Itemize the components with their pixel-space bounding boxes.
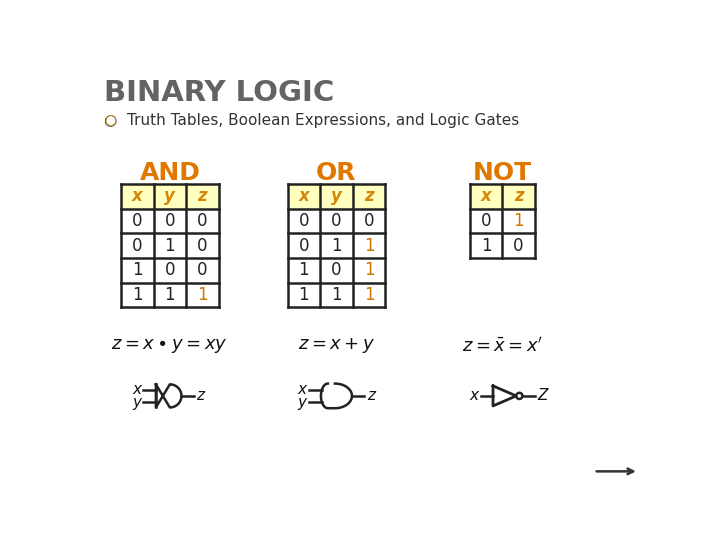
Text: $z = \bar{x} = x'$: $z = \bar{x} = x'$: [462, 336, 543, 355]
Text: 1: 1: [299, 261, 309, 279]
Text: ○  Truth Tables, Boolean Expressions, and Logic Gates: ○ Truth Tables, Boolean Expressions, and…: [104, 112, 519, 127]
Bar: [121, 184, 219, 209]
Text: 0: 0: [364, 212, 374, 230]
Text: 1: 1: [132, 286, 143, 304]
Text: OR: OR: [316, 160, 356, 185]
Circle shape: [516, 393, 523, 399]
Text: 0: 0: [331, 212, 342, 230]
Text: 1: 1: [299, 286, 309, 304]
Text: 1: 1: [197, 286, 207, 304]
Text: 1: 1: [164, 237, 175, 255]
Text: 0: 0: [197, 212, 207, 230]
Text: x: x: [299, 187, 310, 206]
Text: y: y: [297, 395, 306, 409]
Text: BINARY LOGIC: BINARY LOGIC: [104, 79, 334, 107]
Text: x: x: [132, 382, 141, 397]
Bar: [287, 184, 385, 209]
Text: z: z: [366, 388, 374, 403]
Text: z: z: [514, 187, 523, 206]
Text: 1: 1: [364, 261, 374, 279]
Bar: [469, 184, 535, 209]
Text: 1: 1: [513, 212, 524, 230]
Text: $z = x + y$: $z = x + y$: [298, 336, 375, 355]
Text: z: z: [196, 388, 204, 403]
Text: 0: 0: [513, 237, 524, 255]
Text: 0: 0: [132, 212, 143, 230]
Text: z: z: [197, 187, 207, 206]
Text: 0: 0: [165, 212, 175, 230]
Text: z: z: [364, 187, 374, 206]
Text: 1: 1: [481, 237, 491, 255]
Text: 0: 0: [481, 212, 491, 230]
Text: 0: 0: [197, 237, 207, 255]
Polygon shape: [493, 386, 516, 406]
Text: AND: AND: [140, 160, 200, 185]
Text: y: y: [164, 187, 175, 206]
Polygon shape: [156, 384, 181, 408]
Text: 0: 0: [132, 237, 143, 255]
Text: NOT: NOT: [473, 160, 532, 185]
Text: y: y: [132, 395, 141, 409]
Text: $z = x \bullet y = xy$: $z = x \bullet y = xy$: [112, 337, 228, 355]
Text: ○: ○: [104, 112, 117, 126]
Text: 0: 0: [165, 261, 175, 279]
Text: 0: 0: [331, 261, 342, 279]
Text: 1: 1: [331, 237, 342, 255]
Text: 0: 0: [197, 261, 207, 279]
Text: 0: 0: [299, 237, 309, 255]
Text: y: y: [331, 187, 342, 206]
Text: x: x: [481, 187, 492, 206]
Text: 1: 1: [364, 286, 374, 304]
Text: x: x: [132, 187, 143, 206]
Text: 1: 1: [364, 237, 374, 255]
Polygon shape: [321, 383, 352, 408]
Text: 1: 1: [132, 261, 143, 279]
Text: Z: Z: [537, 388, 548, 403]
Text: 0: 0: [299, 212, 309, 230]
Text: 1: 1: [331, 286, 342, 304]
Text: 1: 1: [164, 286, 175, 304]
Text: x: x: [297, 382, 306, 397]
Text: x: x: [469, 388, 478, 403]
